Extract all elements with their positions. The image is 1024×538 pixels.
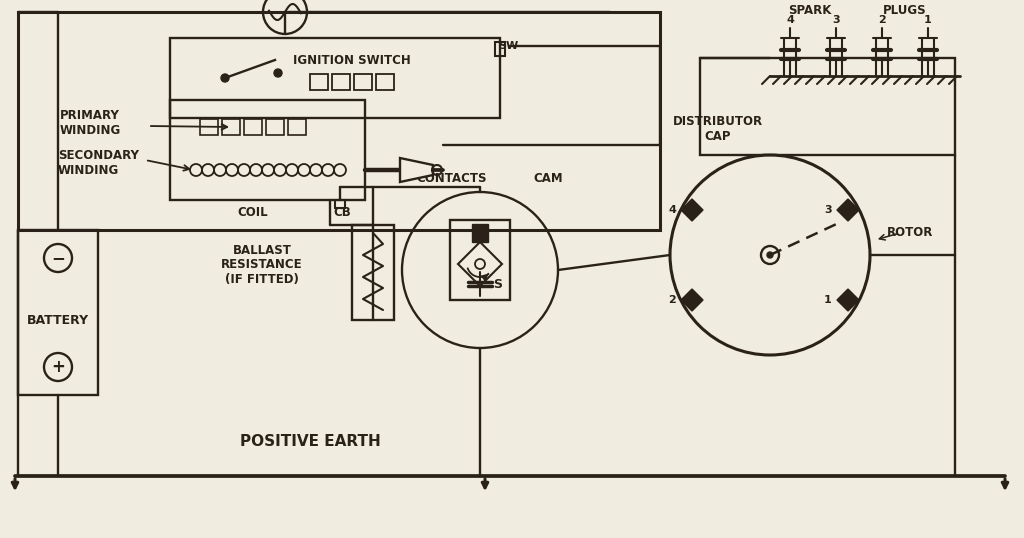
Text: 3: 3 (833, 15, 840, 25)
Bar (18, 12, 660, 230)
Text: POSITIVE EARTH: POSITIVE EARTH (240, 434, 380, 449)
Text: 3: 3 (824, 205, 831, 215)
Text: BATTERY: BATTERY (27, 314, 89, 327)
Text: 4: 4 (786, 15, 794, 25)
Bar (222, 119, 240, 135)
Bar (170, 100, 365, 200)
Bar (700, 58, 955, 155)
Bar (376, 74, 394, 90)
Text: 4: 4 (668, 205, 676, 215)
Text: 2: 2 (879, 15, 886, 25)
Bar (18, 230, 98, 395)
Polygon shape (681, 289, 703, 311)
Bar (244, 119, 262, 135)
Bar (288, 119, 306, 135)
Text: BALLAST
RESISTANCE
(IF FITTED): BALLAST RESISTANCE (IF FITTED) (221, 244, 303, 287)
Bar (352, 225, 394, 320)
Polygon shape (837, 199, 859, 221)
Circle shape (221, 74, 229, 82)
Text: 2: 2 (668, 295, 676, 305)
Text: DISTRIBUTOR
CAP: DISTRIBUTOR CAP (673, 115, 763, 143)
Polygon shape (681, 199, 703, 221)
Text: PLUGS: PLUGS (883, 4, 927, 17)
Text: SECONDARY
WINDING: SECONDARY WINDING (58, 149, 139, 177)
Bar (200, 119, 218, 135)
Bar (310, 74, 328, 90)
Polygon shape (400, 158, 433, 182)
Polygon shape (837, 289, 859, 311)
Text: COIL: COIL (238, 207, 268, 220)
Text: CONTACTS: CONTACTS (417, 172, 487, 185)
Text: 1: 1 (824, 295, 831, 305)
Bar (170, 38, 500, 118)
Bar (332, 74, 350, 90)
Text: −: − (51, 249, 65, 267)
Text: SW: SW (498, 41, 518, 51)
Text: 1: 1 (924, 15, 932, 25)
Text: +: + (51, 358, 65, 376)
Bar (266, 119, 284, 135)
Text: IGNITION SWITCH: IGNITION SWITCH (293, 54, 411, 67)
Circle shape (274, 69, 282, 77)
Text: ROTOR: ROTOR (887, 226, 933, 239)
Text: S: S (494, 278, 503, 291)
Circle shape (767, 252, 773, 258)
Text: PRIMARY
WINDING: PRIMARY WINDING (60, 109, 121, 137)
Bar (450, 220, 510, 300)
Bar (472, 224, 488, 242)
Bar (354, 74, 372, 90)
Bar (335, 200, 345, 208)
Bar (495, 42, 505, 56)
Text: SPARK: SPARK (788, 4, 831, 17)
Text: CAM: CAM (534, 172, 563, 185)
Text: CB: CB (333, 207, 351, 220)
